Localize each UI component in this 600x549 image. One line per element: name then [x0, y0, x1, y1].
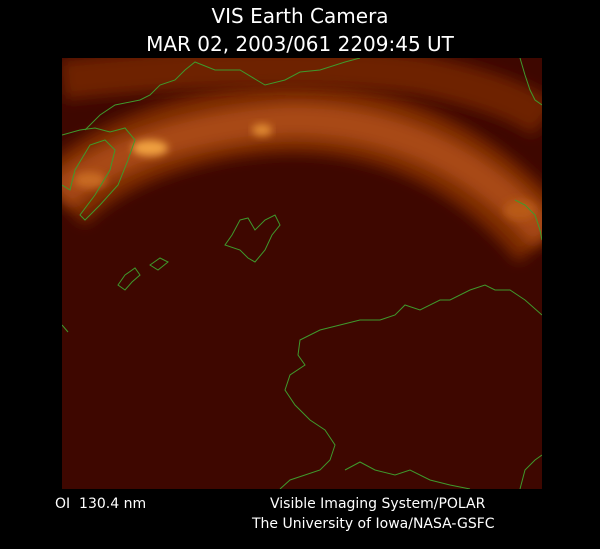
title: VIS Earth Camera [211, 4, 388, 28]
instrument-label: Visible Imaging System/POLAR [270, 496, 486, 512]
institution-label: The University of Iowa/NASA-GSFC [251, 516, 495, 532]
aurora [62, 58, 542, 263]
wavelength-label: OI 130.4 nm [55, 496, 146, 512]
coastlines [62, 58, 542, 489]
timestamp: MAR 02, 2003/061 2209:45 UT [146, 32, 455, 56]
satellite-image [62, 58, 542, 489]
